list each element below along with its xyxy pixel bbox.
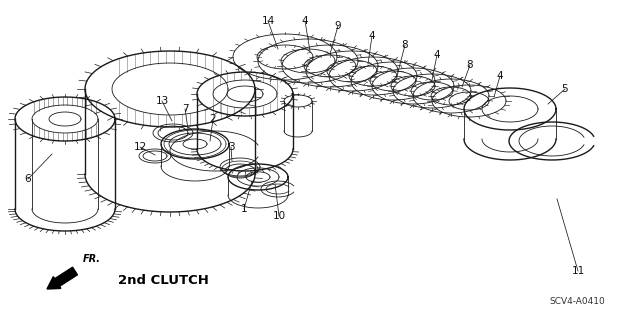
Text: 4: 4 bbox=[369, 31, 375, 41]
Text: 6: 6 bbox=[25, 174, 31, 184]
Text: 4: 4 bbox=[301, 16, 308, 26]
Text: 1: 1 bbox=[241, 204, 247, 214]
Text: 9: 9 bbox=[335, 21, 341, 31]
Text: 5: 5 bbox=[562, 84, 568, 94]
Text: 4: 4 bbox=[434, 50, 440, 60]
Text: SCV4-A0410: SCV4-A0410 bbox=[549, 296, 605, 306]
Text: 3: 3 bbox=[228, 142, 234, 152]
Text: FR.: FR. bbox=[83, 254, 101, 264]
Text: 10: 10 bbox=[273, 211, 285, 221]
Text: 12: 12 bbox=[133, 142, 147, 152]
Text: 2nd CLUTCH: 2nd CLUTCH bbox=[118, 275, 209, 287]
Text: 4: 4 bbox=[497, 71, 503, 81]
FancyArrow shape bbox=[47, 267, 77, 289]
Text: 14: 14 bbox=[261, 16, 275, 26]
Text: 8: 8 bbox=[467, 60, 474, 70]
Text: 2: 2 bbox=[210, 114, 216, 124]
Text: 7: 7 bbox=[182, 104, 188, 114]
Text: 13: 13 bbox=[156, 96, 168, 106]
Text: 11: 11 bbox=[572, 266, 584, 276]
Text: 8: 8 bbox=[402, 40, 408, 50]
